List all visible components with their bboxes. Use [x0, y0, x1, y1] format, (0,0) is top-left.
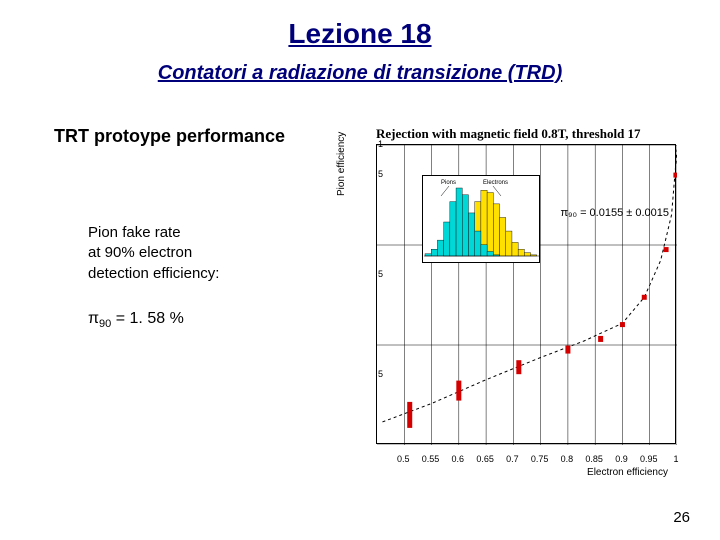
page-subtitle: Contatori a radiazione di transizione (T…	[0, 50, 720, 85]
pi-eq: = 1. 58 %	[111, 310, 184, 327]
x-tick-label: 0.55	[422, 454, 440, 464]
y-tick-label: 1	[353, 139, 383, 149]
trt-headline: TRT protoype performance	[54, 126, 334, 147]
chart-title: Rejection with magnetic field 0.8T, thre…	[376, 126, 641, 142]
y-minor-tick-label: 5	[353, 369, 383, 379]
pion-fake-rate-text: Pion fake rate at 90% electron detection…	[88, 223, 334, 284]
pion-line-3: detection efficiency:	[88, 264, 334, 284]
x-tick-label: 1	[673, 454, 678, 464]
x-tick-label: 0.75	[531, 454, 549, 464]
x-axis-label: Electron efficiency	[508, 467, 668, 478]
y-minor-tick-label: 5	[353, 269, 383, 279]
pi-sub: 90	[99, 318, 111, 330]
pi-symbol: π	[88, 310, 99, 327]
x-tick-label: 0.65	[476, 454, 494, 464]
x-tick-label: 0.7	[506, 454, 519, 464]
left-text-block: TRT protoype performance Pion fake rate …	[54, 126, 334, 330]
x-tick-label: 0.85	[585, 454, 603, 464]
inset-histogram: Pions Electrons	[422, 175, 540, 263]
x-tick-label: 0.8	[561, 454, 574, 464]
pion-line-2: at 90% electron	[88, 243, 334, 263]
pi90-annotation: π₉₀ = 0.0155 ± 0.0015	[561, 207, 670, 219]
x-tick-label: 0.5	[397, 454, 410, 464]
plot-area: π₉₀ = 0.0155 ± 0.0015 Pions Electrons	[376, 144, 676, 444]
y-axis-label: Pion efficiency	[336, 132, 347, 196]
page-number: 26	[673, 509, 690, 526]
svg-text:Electrons: Electrons	[483, 180, 508, 186]
rejection-chart: Rejection with magnetic field 0.8T, thre…	[348, 126, 688, 476]
page-title: Lezione 18	[0, 0, 720, 50]
x-tick-label: 0.6	[452, 454, 465, 464]
inset-svg: Pions Electrons	[423, 176, 541, 264]
y-minor-tick-label: 5	[353, 169, 383, 179]
svg-text:Pions: Pions	[441, 180, 456, 186]
pion-line-1: Pion fake rate	[88, 223, 334, 243]
x-tick-label: 0.9	[615, 454, 628, 464]
x-tick-label: 0.95	[640, 454, 658, 464]
pi90-value: π90 = 1. 58 %	[88, 310, 334, 330]
